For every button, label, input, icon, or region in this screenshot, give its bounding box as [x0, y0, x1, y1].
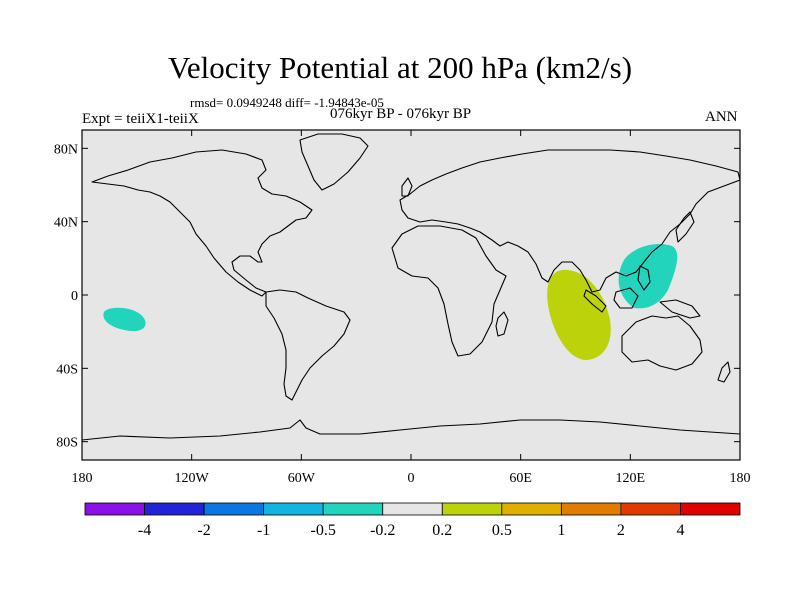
stats-text: rmsd= 0.0949248 diff= -1.94843e-05 [190, 95, 384, 110]
latitude-axis: 80N 40N 0 40S 80S [54, 142, 740, 451]
lon-tick-label: 60W [288, 471, 316, 486]
lat-tick-label: 40S [56, 362, 78, 377]
coast-sumatra [583, 289, 607, 313]
period-label: 076kyr BP - 076kyr BP [330, 106, 472, 122]
colorbar-label: -1 [257, 522, 270, 539]
region-indian-ocean [547, 269, 611, 360]
lat-tick-label: 80S [56, 436, 78, 451]
colorbar-swatch [620, 502, 681, 516]
lon-tick-label: 120W [175, 471, 210, 486]
colorbar-label: 0.2 [432, 522, 452, 539]
lon-tick-label: 120E [616, 471, 646, 486]
colorbar-swatch [501, 502, 562, 516]
colorbar-swatch [322, 502, 384, 516]
anomaly-regions [103, 243, 678, 360]
coast-japan [675, 211, 695, 243]
coast-uk [401, 177, 413, 197]
colorbar-swatch [560, 502, 622, 516]
coast-north-america [91, 149, 313, 297]
colorbar-swatch [144, 502, 205, 516]
colorbar-swatch [680, 502, 741, 516]
coast-antarctica [82, 419, 740, 441]
season-label: ANN [705, 109, 738, 125]
colorbar-label: 2 [617, 522, 625, 539]
coast-australia [621, 315, 703, 371]
colorbar: -4 -2 -1 -0.5 -0.2 0.2 0.5 1 2 4 [84, 502, 741, 539]
coast-new-zealand [717, 361, 731, 383]
colorbar-label: -0.2 [370, 522, 395, 539]
colorbar-swatch [203, 502, 265, 516]
longitude-axis: 180 120W 60W 0 60E 120E 180 [72, 130, 751, 486]
colorbar-label: 4 [676, 522, 684, 539]
region-central-pacific [103, 307, 146, 332]
lat-tick-label: 80N [54, 142, 78, 157]
colorbar-label: -4 [138, 522, 151, 539]
lat-tick-label: 40N [54, 216, 78, 231]
colorbar-swatch [263, 502, 324, 516]
lat-tick-label: 0 [71, 289, 78, 304]
lon-tick-label: 180 [72, 471, 93, 486]
colorbar-swatch [84, 502, 145, 516]
region-western-pacific [618, 243, 678, 309]
coast-madagascar [495, 311, 509, 337]
lon-tick-label: 180 [730, 471, 751, 486]
coast-new-guinea [659, 299, 701, 319]
experiment-label: Expt = teiiX1-teiiX [82, 111, 199, 127]
lon-tick-label: 0 [408, 471, 415, 486]
coast-philippines [637, 265, 651, 291]
coast-greenland [299, 133, 369, 191]
colorbar-label: -2 [197, 522, 210, 539]
colorbar-swatch [382, 502, 443, 516]
coastlines [82, 133, 740, 441]
coast-south-america [265, 289, 351, 401]
colorbar-swatch [441, 502, 503, 516]
colorbar-label: 0.5 [492, 522, 512, 539]
coast-africa [391, 225, 507, 357]
coast-borneo [613, 287, 639, 309]
map-title: Velocity Potential at 200 hPa (km2/s) [167, 50, 633, 85]
colorbar-label: -0.5 [311, 522, 336, 539]
lon-tick-label: 60E [509, 471, 532, 486]
colorbar-label: 1 [557, 522, 565, 539]
coast-eurasia [399, 149, 740, 293]
